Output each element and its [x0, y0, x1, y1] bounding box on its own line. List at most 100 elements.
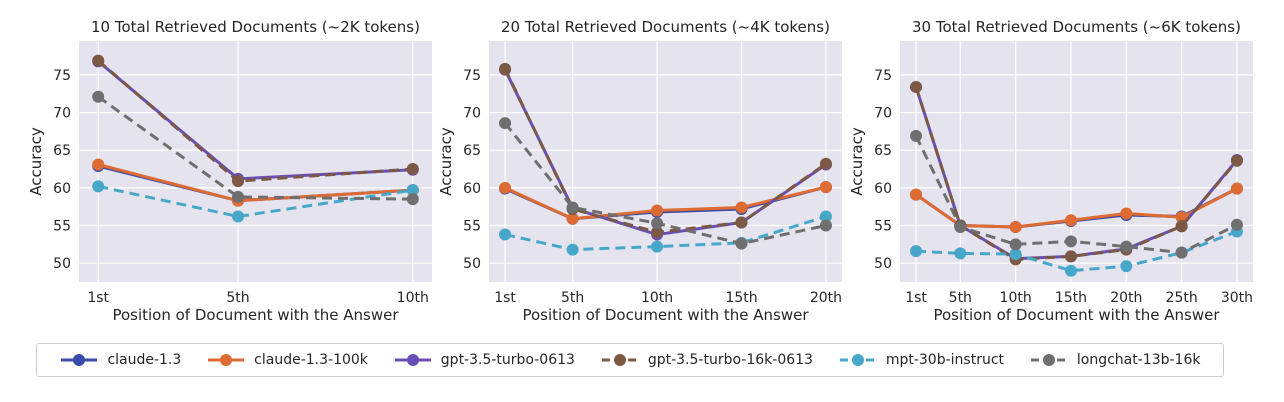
- data-point: [406, 163, 419, 176]
- x-axis-label: Position of Document with the Answer: [522, 306, 809, 324]
- legend-swatch: [600, 353, 640, 367]
- legend-swatch: [1029, 353, 1069, 367]
- series-longchat-13b-16k: [92, 90, 419, 206]
- x-tick-label: 1st: [905, 290, 927, 306]
- legend-label: claude-1.3-100k: [254, 352, 368, 368]
- data-point: [651, 240, 664, 253]
- legend-item-gpt-3.5-turbo-16k-0613: gpt-3.5-turbo-16k-0613: [600, 352, 813, 368]
- data-point: [499, 117, 512, 130]
- data-point: [92, 180, 105, 193]
- x-tick-label: 10th: [1000, 290, 1032, 306]
- legend-item-claude-1.3-100k: claude-1.3-100k: [206, 352, 368, 368]
- x-tick-label: 30th: [1221, 290, 1253, 306]
- data-point: [735, 237, 748, 250]
- y-tick-label: 50: [53, 256, 71, 272]
- data-point: [910, 80, 923, 93]
- series-gpt-3.5-turbo-16k-0613: [92, 54, 419, 188]
- legend-item-mpt-30b-instruct: mpt-30b-instruct: [838, 352, 1004, 368]
- data-point: [910, 188, 923, 201]
- chart-panel-2: 50 55 60 65 70 75 1st 5th 10th 15th 20th 20 Total R…: [437, 18, 842, 324]
- data-point: [92, 158, 105, 171]
- y-tick-label: 65: [53, 143, 71, 159]
- data-point: [954, 221, 967, 234]
- data-point: [499, 62, 512, 75]
- plot-area: [489, 41, 842, 282]
- legend-swatch: [838, 353, 878, 367]
- x-tick-label: 15th: [725, 290, 757, 306]
- x-tick-label: 20th: [810, 290, 842, 306]
- data-point: [910, 245, 923, 258]
- y-axis-label: Accuracy: [437, 127, 455, 196]
- data-point: [499, 228, 512, 241]
- data-point: [819, 210, 832, 223]
- data-point: [735, 201, 748, 214]
- data-point: [954, 247, 967, 260]
- legend-swatch: [393, 353, 433, 367]
- data-point: [232, 175, 245, 188]
- data-point: [92, 90, 105, 103]
- data-point: [1120, 240, 1133, 253]
- data-point: [232, 210, 245, 223]
- legend-swatch: [59, 353, 99, 367]
- data-point: [566, 201, 579, 214]
- y-tick-label: 70: [53, 106, 71, 122]
- chart-panel-1: 50 55 60 65 70 75 1st 5th 10th 10 Total Retrieved…: [27, 18, 432, 324]
- x-tick-label: 15th: [1055, 290, 1087, 306]
- y-tick-label: 55: [874, 219, 892, 235]
- legend-item-gpt-3.5-turbo-0613: gpt-3.5-turbo-0613: [393, 352, 575, 368]
- data-point: [406, 193, 419, 206]
- data-point: [566, 212, 579, 225]
- data-point: [1175, 220, 1188, 233]
- data-point: [1009, 221, 1022, 234]
- y-tick-label: 50: [874, 256, 892, 272]
- legend-label: mpt-30b-instruct: [885, 352, 1005, 368]
- data-point: [1064, 235, 1077, 248]
- x-tick-label: 10th: [641, 290, 673, 306]
- data-point: [1230, 218, 1243, 231]
- x-tick-label: 5th: [226, 290, 249, 306]
- x-tick-label: 1st: [494, 290, 516, 306]
- data-point: [1230, 182, 1243, 195]
- data-point: [232, 190, 245, 203]
- chart-title: 10 Total Retrieved Documents (~2K tokens…: [91, 18, 420, 36]
- chart-panel-3: 50 55 60 65 70 75 1st 5th 10th 15th 20th 25th 30th 30…: [848, 18, 1253, 324]
- y-tick-label: 75: [874, 68, 892, 84]
- data-point: [566, 243, 579, 256]
- series-longchat-13b-16k: [910, 129, 1243, 259]
- x-axis-label: Position of Document with the Answer: [112, 306, 399, 324]
- legend-item-claude-1.3: claude-1.3: [59, 352, 181, 368]
- x-tick-label: 10th: [397, 290, 429, 306]
- data-point: [1064, 264, 1077, 277]
- y-axis-label: Accuracy: [848, 127, 866, 196]
- y-tick-label: 55: [53, 219, 71, 235]
- legend-label: claude-1.3: [107, 352, 182, 368]
- data-point: [92, 54, 105, 67]
- legend-label: longchat-13b-16k: [1076, 352, 1201, 368]
- x-tick-label: 5th: [949, 290, 972, 306]
- data-point: [735, 216, 748, 229]
- data-point: [1175, 246, 1188, 259]
- y-tick-label: 75: [463, 68, 481, 84]
- chart-title: 30 Total Retrieved Documents (~6K tokens…: [912, 18, 1241, 36]
- data-point: [1064, 250, 1077, 263]
- x-tick-label: 20th: [1110, 290, 1142, 306]
- x-tick-label: 5th: [561, 290, 584, 306]
- x-tick-label: 1st: [87, 290, 109, 306]
- legend-label: gpt-3.5-turbo-0613: [440, 352, 575, 368]
- series-claude-1.3-100k: [499, 181, 832, 225]
- data-point: [1120, 207, 1133, 220]
- data-point: [1009, 248, 1022, 261]
- data-point: [1120, 260, 1133, 273]
- data-point: [1064, 214, 1077, 227]
- data-point: [1175, 211, 1188, 224]
- data-point: [651, 226, 664, 239]
- charts-canvas: 50 55 60 65 70 75 1st 5th 10th 10 Total Retrieved…: [27, 18, 1253, 324]
- data-point: [910, 129, 923, 142]
- legend-label: gpt-3.5-turbo-16k-0613: [647, 352, 813, 368]
- legend-swatch: [206, 353, 246, 367]
- y-tick-label: 75: [53, 68, 71, 84]
- data-point: [651, 217, 664, 230]
- y-tick-label: 50: [463, 256, 481, 272]
- series-line: [97, 95, 413, 201]
